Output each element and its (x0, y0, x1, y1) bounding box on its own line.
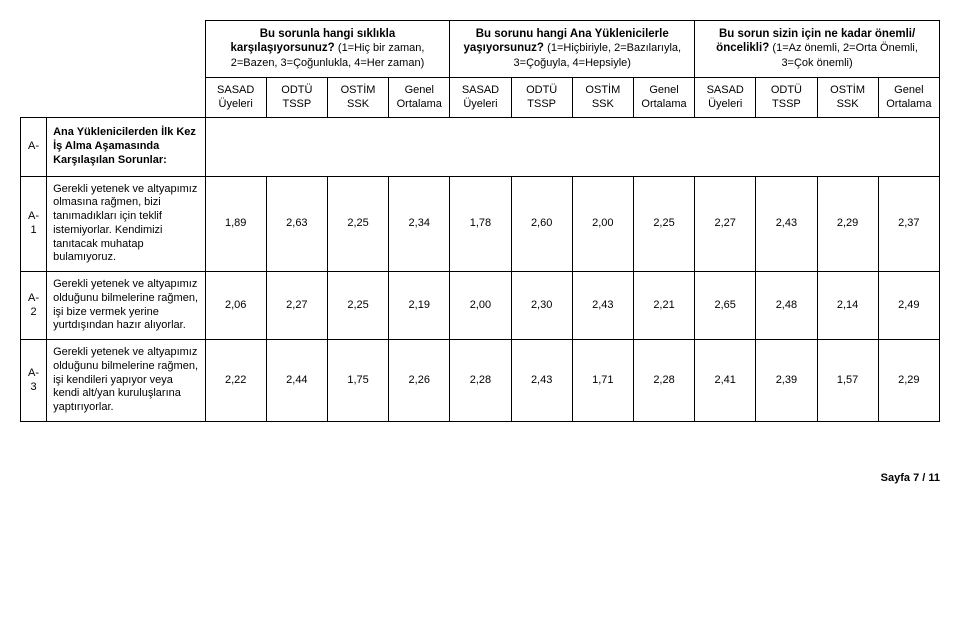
cell-value: 2,14 (817, 272, 878, 340)
cell-value: 1,89 (205, 176, 266, 272)
cell-value: 2,39 (756, 340, 817, 422)
question-3-header: Bu sorun sizin için ne kadar önemli/önce… (695, 21, 940, 78)
cell-value: 2,28 (633, 340, 694, 422)
cell-value: 2,06 (205, 272, 266, 340)
cell-value: 1,71 (572, 340, 633, 422)
cell-value: 2,27 (266, 272, 327, 340)
cell-value: 1,75 (327, 340, 388, 422)
cell-value: 2,22 (205, 340, 266, 422)
table-row: A-1Gerekli yetenek ve altyapımız olmasın… (21, 176, 940, 272)
cell-value: 1,78 (450, 176, 511, 272)
question-1-header: Bu sorunla hangi sıklıkla karşılaşıyorsu… (205, 21, 450, 78)
cell-value: 2,25 (633, 176, 694, 272)
row-label: Gerekli yetenek ve altyapımız olduğunu b… (47, 340, 206, 422)
cell-value: 2,25 (327, 272, 388, 340)
row-label: Gerekli yetenek ve altyapımız olmasına r… (47, 176, 206, 272)
cell-value: 2,49 (878, 272, 939, 340)
question-3-scale: (1=Az önemli, 2=Orta Önemli, 3=Çok öneml… (772, 42, 918, 69)
col-g1-c4: Genel Ortalama (389, 77, 450, 118)
table-row: A-2Gerekli yetenek ve altyapımız olduğun… (21, 272, 940, 340)
column-header-row: SASAD Üyeleri ODTÜ TSSP OSTİM SSK Genel … (21, 77, 940, 118)
col-g3-c2: ODTÜ TSSP (756, 77, 817, 118)
cell-value: 1,57 (817, 340, 878, 422)
col-g1-c2: ODTÜ TSSP (266, 77, 327, 118)
row-id: A-3 (21, 340, 47, 422)
col-g1-c3: OSTİM SSK (327, 77, 388, 118)
cell-value: 2,00 (450, 272, 511, 340)
cell-value: 2,37 (878, 176, 939, 272)
row-id: A-1 (21, 176, 47, 272)
page-footer: Sayfa 7 / 11 (20, 472, 940, 484)
cell-value: 2,44 (266, 340, 327, 422)
cell-value: 2,43 (572, 272, 633, 340)
cell-value: 2,41 (695, 340, 756, 422)
cell-value: 2,30 (511, 272, 572, 340)
section-row: A- Ana Yüklenicilerden İlk Kez İş Alma A… (21, 118, 940, 176)
col-g3-c4: Genel Ortalama (878, 77, 939, 118)
question-header-row: Bu sorunla hangi sıklıkla karşılaşıyorsu… (21, 21, 940, 78)
col-g3-c3: OSTİM SSK (817, 77, 878, 118)
cell-value: 2,26 (389, 340, 450, 422)
survey-table: Bu sorunla hangi sıklıkla karşılaşıyorsu… (20, 20, 940, 422)
cell-value: 2,63 (266, 176, 327, 272)
section-id: A- (21, 118, 47, 176)
table-row: A-3Gerekli yetenek ve altyapımız olduğun… (21, 340, 940, 422)
section-title: Ana Yüklenicilerden İlk Kez İş Alma Aşam… (47, 118, 206, 176)
question-2-header: Bu sorunu hangi Ana Yüklenicilerle yaşıy… (450, 21, 695, 78)
col-g2-c3: OSTİM SSK (572, 77, 633, 118)
cell-value: 2,48 (756, 272, 817, 340)
cell-value: 2,34 (389, 176, 450, 272)
col-g3-c1: SASAD Üyeleri (695, 77, 756, 118)
cell-value: 2,43 (756, 176, 817, 272)
data-rows: A-1Gerekli yetenek ve altyapımız olmasın… (21, 176, 940, 421)
col-g2-c4: Genel Ortalama (633, 77, 694, 118)
row-id: A-2 (21, 272, 47, 340)
cell-value: 2,27 (695, 176, 756, 272)
cell-value: 2,00 (572, 176, 633, 272)
cell-value: 2,21 (633, 272, 694, 340)
col-g2-c2: ODTÜ TSSP (511, 77, 572, 118)
cell-value: 2,65 (695, 272, 756, 340)
cell-value: 2,19 (389, 272, 450, 340)
cell-value: 2,29 (817, 176, 878, 272)
cell-value: 2,43 (511, 340, 572, 422)
cell-value: 2,28 (450, 340, 511, 422)
col-g2-c1: SASAD Üyeleri (450, 77, 511, 118)
col-g1-c1: SASAD Üyeleri (205, 77, 266, 118)
cell-value: 2,25 (327, 176, 388, 272)
row-label: Gerekli yetenek ve altyapımız olduğunu b… (47, 272, 206, 340)
cell-value: 2,29 (878, 340, 939, 422)
cell-value: 2,60 (511, 176, 572, 272)
